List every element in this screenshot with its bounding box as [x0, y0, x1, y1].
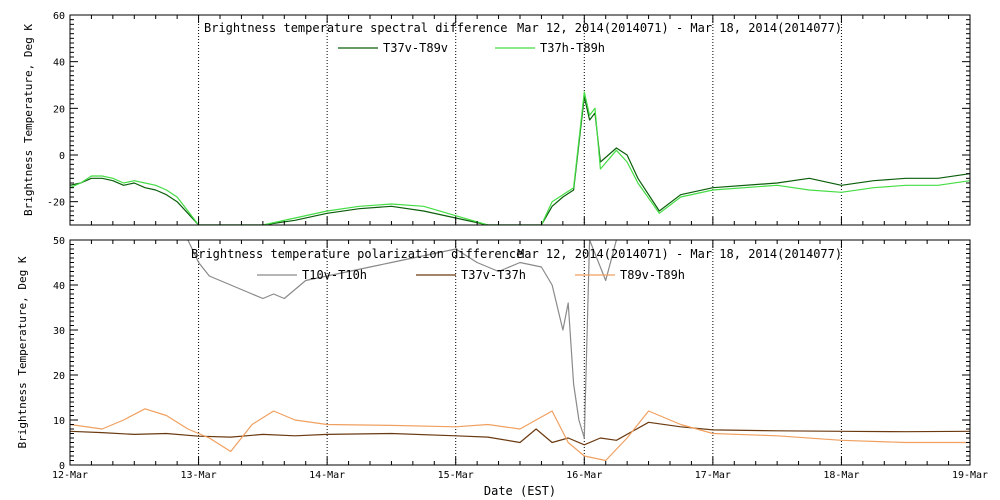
top-chart-title: Brightness temperature spectral differen…: [204, 21, 507, 35]
polarization-difference-panel: 12-Mar 13-Mar 14-Mar 15-Mar 16-Mar 17-Mar 18-M…: [16, 236, 988, 498]
series-line-t89v-t89h: [70, 408, 970, 462]
top-series: [70, 91, 970, 225]
x-tick-label: 18-Mar: [823, 470, 859, 481]
bottom-legend: T10v-T10h T37v-T37h T89v-T89h: [257, 268, 685, 282]
y-tick-label: 60: [53, 11, 65, 22]
bottom-chart-subtitle: Mar 12, 2014(2014071) - Mar 18, 2014(201…: [517, 247, 842, 261]
x-axis-label: Date (EST): [484, 484, 556, 498]
legend-label: T89v-T89h: [620, 268, 685, 282]
y-tick-label: -20: [47, 198, 65, 209]
y-tick-label: 40: [53, 58, 65, 69]
y-tick-label: 0: [59, 461, 65, 472]
y-tick-label: 20: [53, 371, 65, 382]
series-line-t10v-t10h: [187, 240, 617, 439]
bottom-chart-title: Brightness temperature polarization diff…: [191, 247, 523, 261]
y-tick-label: 20: [53, 104, 65, 115]
series-line-t37h-t89h: [70, 91, 970, 225]
x-tick-label: 16-Mar: [566, 470, 602, 481]
x-tick-label: 19-Mar: [952, 470, 988, 481]
x-tick-label: 13-Mar: [181, 470, 217, 481]
x-tick-label: 15-Mar: [438, 470, 474, 481]
top-y-axis-label: Brightness Temperature, Deg K: [22, 24, 35, 216]
x-tick-label: 12-Mar: [52, 470, 88, 481]
bottom-series: [70, 240, 970, 462]
spectral-difference-panel: -20 0 20 40 60 Brightness temperature spectr…: [22, 11, 971, 226]
top-chart-subtitle: Mar 12, 2014(2014071) - Mar 18, 2014(201…: [517, 21, 842, 35]
y-tick-label: 30: [53, 326, 65, 337]
x-tick-label: 14-Mar: [309, 470, 345, 481]
top-grid: [198, 15, 842, 225]
legend-label: T37h-T89h: [540, 41, 605, 55]
series-line-t37v-t89v: [70, 96, 970, 225]
y-tick-label: 50: [53, 236, 65, 247]
series-line-t37v-t37h: [70, 421, 970, 446]
bottom-axis-ticks: 12-Mar 13-Mar 14-Mar 15-Mar 16-Mar 17-Mar 18-M…: [52, 236, 988, 481]
x-tick-label: 17-Mar: [695, 470, 731, 481]
y-tick-label: 10: [53, 416, 65, 427]
y-tick-label: 40: [53, 281, 65, 292]
y-tick-label: 0: [59, 151, 65, 162]
bottom-y-axis-label: Brightness Temperature, Deg K: [16, 256, 29, 448]
top-plot-frame: [69, 14, 971, 226]
top-axis-ticks: -20 0 20 40 60: [47, 11, 971, 226]
legend-label: T37v-T37h: [461, 268, 526, 282]
legend-label: T10v-T10h: [302, 268, 367, 282]
top-legend: T37v-T89v T37h-T89h: [338, 41, 605, 55]
legend-label: T37v-T89v: [383, 41, 448, 55]
